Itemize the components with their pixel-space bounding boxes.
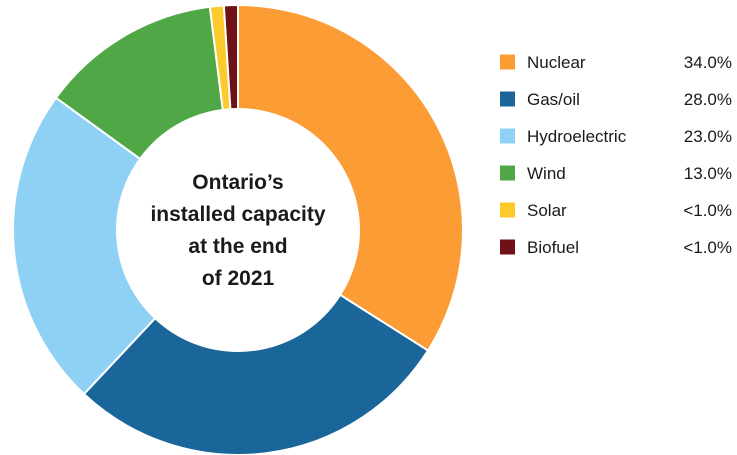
legend-swatch (500, 202, 515, 218)
legend-label: Nuclear (527, 53, 586, 72)
legend-label: Solar (527, 201, 567, 220)
legend-value: 34.0% (684, 53, 732, 72)
legend-value: 28.0% (684, 90, 732, 109)
legend-item-hydroelectric: Hydroelectric 23.0% (500, 127, 732, 146)
legend-item-biofuel: Biofuel <1.0% (500, 238, 732, 257)
legend-swatch (500, 128, 515, 144)
donut-hole (116, 108, 360, 352)
legend-value: 23.0% (684, 127, 732, 146)
legend-value: 13.0% (684, 164, 732, 183)
legend-value: <1.0% (683, 238, 732, 257)
legend-swatch (500, 239, 515, 255)
legend-label: Hydroelectric (527, 127, 627, 146)
legend-item-gas-oil: Gas/oil 28.0% (500, 90, 732, 109)
legend-label: Biofuel (527, 238, 579, 257)
legend-swatch (500, 54, 515, 70)
legend-label: Gas/oil (527, 90, 580, 109)
chart-title-line-4: of 2021 (202, 267, 275, 290)
legend-label: Wind (527, 164, 566, 183)
legend: Nuclear 34.0% Gas/oil 28.0% Hydroelectric 23.… (500, 53, 732, 257)
chart-title-line-3: at the end (188, 235, 287, 258)
chart-title-line-1: Ontario’s (192, 171, 283, 194)
legend-swatch (500, 165, 515, 181)
legend-item-nuclear: Nuclear 34.0% (500, 53, 732, 72)
legend-item-wind: Wind 13.0% (500, 164, 732, 183)
legend-value: <1.0% (683, 201, 732, 220)
legend-item-solar: Solar <1.0% (500, 201, 732, 220)
chart-title: Ontario’s installed capacity at the end … (150, 171, 325, 290)
legend-swatch (500, 91, 515, 107)
chart-title-line-2: installed capacity (150, 203, 325, 226)
